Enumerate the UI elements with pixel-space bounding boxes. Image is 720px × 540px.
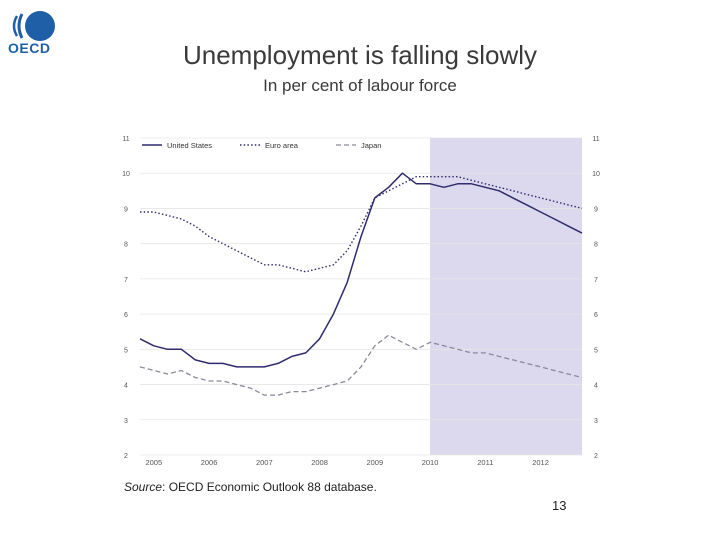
projection-shade bbox=[430, 138, 582, 455]
slide-title: Unemployment is falling slowly bbox=[182, 40, 538, 70]
x-tick-label: 2006 bbox=[201, 458, 218, 467]
source-note: Source: OECD Economic Outlook 88 databas… bbox=[124, 480, 377, 494]
legend-label: Japan bbox=[361, 141, 381, 150]
source-label: Source bbox=[124, 480, 163, 494]
y-tick-label-left: 2 bbox=[124, 453, 128, 460]
y-tick-label-right: 3 bbox=[594, 418, 598, 425]
y-tick-label-right: 10 bbox=[592, 171, 600, 178]
x-tick-label: 2005 bbox=[145, 458, 162, 467]
y-tick-label-left: 7 bbox=[124, 277, 128, 284]
y-tick-label-right: 5 bbox=[594, 347, 598, 354]
y-tick-label-right: 11 bbox=[592, 136, 599, 143]
legend-label: Euro area bbox=[265, 141, 299, 150]
page-number: 13 bbox=[552, 498, 567, 513]
series-line-united-states bbox=[139, 172, 583, 368]
logo-text: OECD bbox=[8, 40, 51, 56]
series-line-euro-area bbox=[140, 176, 583, 273]
y-tick-label-left: 4 bbox=[124, 383, 128, 390]
y-tick-label-left: 8 bbox=[124, 242, 128, 249]
unemployment-chart: 2 2 3 3 4 4 5 5 6 6 7 7 8 8 9 9 10 10 11 11 2005 2006 2007 2008… bbox=[110, 125, 610, 475]
chart-svg: 2 2 3 3 4 4 5 5 6 6 7 7 8 8 9 9 10 10 11 11 2005 2006 2007 2008… bbox=[122, 136, 600, 467]
legend-label: United States bbox=[167, 141, 212, 150]
y-tick-label-right: 4 bbox=[594, 383, 598, 390]
y-tick-label-left: 10 bbox=[122, 171, 130, 178]
y-tick-label-left: 3 bbox=[124, 418, 128, 425]
x-tick-label: 2008 bbox=[311, 458, 328, 467]
x-tick-label: 2010 bbox=[422, 458, 439, 467]
source-text: : OECD Economic Outlook 88 database. bbox=[162, 480, 377, 494]
x-tick-label: 2007 bbox=[256, 458, 273, 467]
x-tick-label: 2012 bbox=[532, 458, 549, 467]
y-tick-label-left: 9 bbox=[124, 206, 128, 213]
y-tick-label-left: 11 bbox=[122, 136, 129, 143]
oecd-logo bbox=[12, 11, 55, 41]
y-tick-label-left: 5 bbox=[124, 347, 128, 354]
x-tick-label: 2011 bbox=[477, 458, 493, 467]
logo-globe-icon bbox=[25, 11, 55, 41]
y-tick-label-right: 2 bbox=[594, 453, 598, 460]
slide-subtitle: In per cent of labour force bbox=[263, 76, 457, 95]
y-tick-label-right: 6 bbox=[594, 312, 598, 319]
y-tick-label-right: 9 bbox=[594, 206, 598, 213]
y-tick-label-left: 6 bbox=[124, 312, 128, 319]
y-tick-label-right: 7 bbox=[594, 277, 598, 284]
x-tick-label: 2009 bbox=[366, 458, 383, 467]
series-line-japan bbox=[139, 334, 583, 396]
y-tick-label-right: 8 bbox=[594, 242, 598, 249]
